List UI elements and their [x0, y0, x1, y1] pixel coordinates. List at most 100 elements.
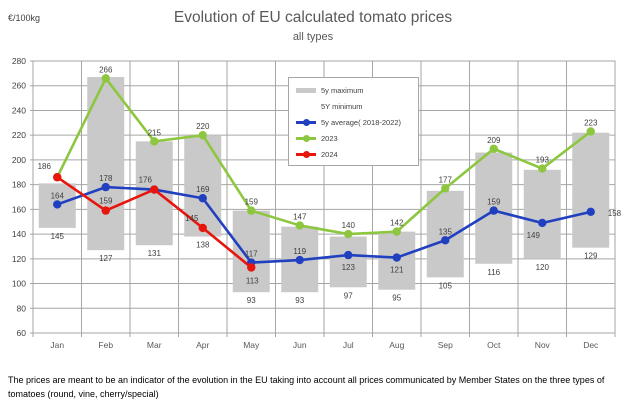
legend-swatch-blue-line-icon [296, 116, 316, 128]
y-axis-tick-label: 240 [12, 105, 26, 115]
y-axis-tick-label: 60 [17, 328, 27, 338]
data-point-5y-average-2018-2022--Feb [101, 182, 110, 192]
legend-item-5y-average: 5y average( 2018-2022) [296, 116, 412, 128]
label-5y-min-Sep: 105 [439, 281, 453, 290]
data-point-2023-Feb [101, 74, 110, 83]
data-point-5y-average-2018-2022--Jul [344, 250, 353, 260]
data-label-5y-average-2018-2022--Jan: 164 [51, 191, 65, 200]
data-label-2023-Jun: 147 [293, 212, 307, 221]
data-label-5y-average-2018-2022--Oct: 159 [487, 198, 501, 207]
legend-item-5y-maximum: 5y maximum [296, 84, 412, 96]
data-point-2023-May [247, 206, 256, 215]
series-line-2023 [56, 77, 592, 236]
data-point-2023-Oct [489, 144, 498, 153]
y-axis-tick-label: 260 [12, 81, 26, 91]
legend-swatch-gray-bar-icon [296, 84, 316, 96]
data-label-5y-average-2018-2022--Jun: 119 [293, 247, 306, 256]
data-point-5y-average-2018-2022--Nov [538, 218, 547, 228]
data-label-5y-average-2018-2022--Aug: 121 [390, 266, 404, 275]
data-label-2023-Dec: 223 [584, 118, 598, 127]
x-axis-month-label-Apr: Apr [196, 340, 209, 350]
legend-swatch-red-line-icon [296, 148, 316, 160]
legend-label: 5Y minimum [321, 101, 363, 111]
legend-label: 5y maximum [321, 85, 364, 95]
data-label-5y-average-2018-2022--Apr: 169 [196, 185, 210, 194]
data-label-5y-average-2018-2022--Dec: 158 [608, 209, 622, 218]
data-label-2023-Oct: 209 [487, 136, 501, 145]
label-5y-min-Oct: 116 [487, 268, 500, 277]
y-axis-tick-label: 160 [12, 204, 26, 214]
data-point-2023-Dec [586, 127, 595, 136]
data-point-2023-Jul [344, 229, 353, 239]
data-label-2023-Feb: 266 [99, 65, 113, 74]
y-axis-tick-label: 100 [12, 279, 26, 289]
data-point-2023-Jun [295, 221, 304, 230]
data-label-2024-Feb: 159 [99, 197, 113, 206]
label-5y-min-Aug: 95 [392, 294, 401, 303]
label-5y-min-Mar: 131 [148, 249, 162, 258]
x-axis-month-label-Jan: Jan [50, 340, 64, 350]
data-point-5y-average-2018-2022--Aug [392, 253, 401, 262]
x-axis-month-label-Jun: Jun [293, 340, 307, 350]
data-label-2024-Jan: 186 [38, 162, 52, 171]
data-point-2024-Apr [198, 223, 207, 233]
data-label-2024-May: 113 [246, 276, 259, 285]
x-axis-month-label-Nov: Nov [535, 340, 551, 350]
y-axis-tick-label: 220 [12, 130, 26, 140]
label-5y-min-May: 93 [247, 296, 256, 305]
data-label-5y-average-2018-2022--Jul: 123 [342, 263, 356, 272]
data-label-2023-Aug: 142 [390, 219, 404, 228]
footnote-caption: The prices are meant to be an indicator … [8, 375, 605, 399]
legend-label: 2024 [321, 149, 338, 159]
y-axis-unit-label: €/100kg [8, 13, 41, 23]
label-5y-min-Feb: 127 [99, 254, 113, 263]
data-point-5y-average-2018-2022--Apr [198, 194, 207, 203]
data-point-5y-average-2018-2022--Sep [441, 236, 450, 245]
data-point-2023-Sep [441, 184, 450, 193]
label-5y-min-Jun: 93 [295, 296, 304, 305]
data-label-2024-Mar: 176 [139, 176, 153, 185]
data-label-2023-Nov: 193 [536, 156, 550, 165]
y-axis-tick-label: 200 [12, 155, 26, 165]
data-point-5y-average-2018-2022--Jan [53, 200, 62, 209]
data-label-2023-Jul: 140 [342, 221, 356, 230]
data-label-5y-average-2018-2022--May: 117 [245, 250, 258, 259]
legend: 5y maximum 5Y minimum 5y average( 2018-2… [288, 77, 419, 166]
x-axis-month-label-Dec: Dec [583, 340, 599, 350]
bar-5y-range-Jul [329, 236, 367, 288]
chart-title: Evolution of EU calculated tomato prices [173, 9, 453, 26]
data-point-5y-average-2018-2022--Dec [586, 207, 595, 217]
data-label-2024-Apr: 145 [185, 214, 199, 223]
label-5y-min-Apr: 138 [196, 241, 210, 250]
data-point-5y-average-2018-2022--Jun [295, 255, 304, 265]
x-axis-month-label-May: May [243, 340, 260, 350]
data-point-2024-Jan [53, 173, 62, 182]
bar-5y-range-Dec [572, 132, 610, 248]
y-axis-tick-label: 180 [12, 180, 26, 190]
plot-border [32, 60, 616, 334]
data-label-2023-Apr: 220 [196, 122, 210, 131]
chart-subtitle: all types [292, 31, 334, 43]
legend-swatch-blank-icon [296, 100, 316, 112]
data-point-2023-Apr [198, 130, 207, 140]
data-label-5y-average-2018-2022--Nov: 149 [527, 231, 541, 240]
data-label-2023-Sep: 177 [439, 175, 453, 184]
legend-item-2024: 2024 [296, 148, 412, 160]
label-5y-min-Nov: 120 [536, 263, 550, 272]
x-axis-month-label-Mar: Mar [147, 340, 162, 350]
series-line-5y-average-2018-2022- [56, 185, 592, 264]
label-5y-min-Dec: 129 [584, 252, 598, 261]
data-point-2024-May [247, 263, 256, 272]
x-axis-month-label-Feb: Feb [98, 340, 113, 350]
x-axis-month-label-Aug: Aug [389, 340, 404, 350]
data-point-2024-Feb [101, 206, 110, 215]
data-label-2023-Mar: 215 [148, 128, 162, 137]
y-axis-tick-label: 140 [12, 229, 26, 239]
x-axis-month-label-Sep: Sep [438, 340, 453, 350]
data-label-2023-May: 159 [245, 198, 259, 207]
legend-item-2023: 2023 [296, 132, 412, 144]
label-5y-min-Jan: 145 [51, 232, 65, 241]
x-axis-month-label-Oct: Oct [487, 340, 501, 350]
